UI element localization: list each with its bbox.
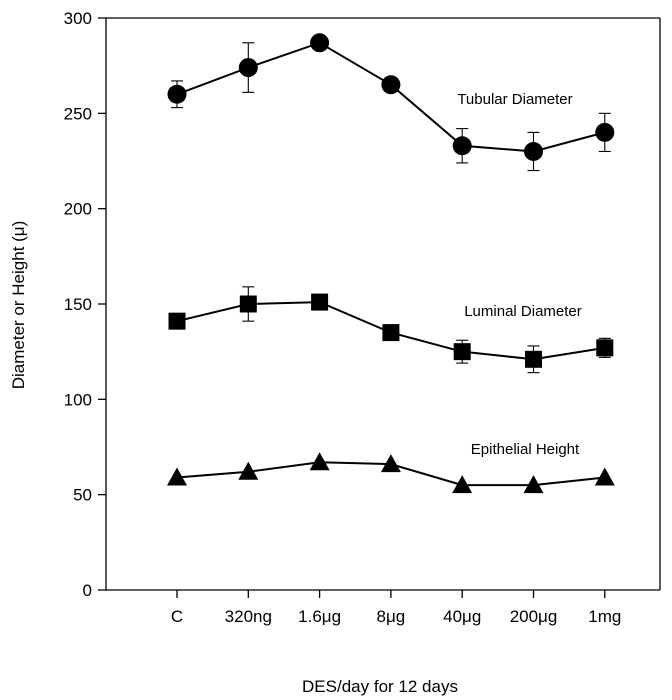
x-axis-title: DES/day for 12 days [302, 677, 458, 696]
y-axis-title: Diameter or Height (μ) [9, 221, 28, 390]
axes: 0 50 100 150 200 250 300 C 320ng 1.6μg 8μg 40μg 200μ… [64, 9, 661, 626]
x-tick-label: 200μg [510, 607, 558, 626]
x-tick-label: C [171, 607, 183, 626]
data-point-circle [595, 122, 615, 142]
series-label: Epithelial Height [471, 441, 580, 458]
data-point-triangle [238, 461, 259, 480]
data-point-circle [452, 136, 472, 156]
y-tick-label: 250 [64, 104, 92, 123]
data-point-circle [310, 33, 330, 53]
y-tick-label: 300 [64, 9, 92, 28]
series-epithelial-height [167, 452, 615, 494]
data-point-triangle [309, 452, 330, 471]
y-tick-label: 100 [64, 390, 92, 409]
x-tick-label: 8μg [377, 607, 406, 626]
series-label: Tubular Diameter [457, 91, 572, 108]
y-tick-label: 50 [73, 486, 92, 505]
y-tick-label: 0 [83, 581, 92, 600]
x-tick-label: 40μg [443, 607, 481, 626]
data-point-square [596, 339, 614, 357]
data-point-circle [381, 75, 401, 95]
data-point-square [382, 324, 400, 342]
data-point-square [453, 343, 471, 361]
series-luminal-diameter [168, 286, 614, 374]
data-point-circle [167, 84, 187, 104]
data-point-triangle [594, 467, 615, 486]
x-tick-label: 320ng [225, 607, 272, 626]
data-point-triangle [380, 454, 401, 473]
series-label: Luminal Diameter [464, 303, 582, 320]
series-tubular-diameter [167, 33, 615, 172]
data-point-triangle [523, 475, 544, 494]
labels-layer: Tubular Diameter Luminal Diameter Epitheli… [457, 91, 581, 458]
x-tick-label: 1.6μg [298, 607, 341, 626]
data-point-square [239, 295, 257, 313]
data-point-triangle [167, 467, 187, 486]
data-point-circle [524, 141, 543, 161]
series-layer [167, 33, 615, 494]
y-tick-label: 200 [64, 200, 92, 219]
data-point-triangle [452, 475, 473, 494]
data-point-square [311, 293, 329, 311]
x-tick-label: 1mg [588, 607, 621, 626]
data-point-square [525, 350, 542, 368]
data-point-circle [238, 58, 258, 78]
y-tick-label: 150 [64, 295, 92, 314]
data-point-square [168, 312, 186, 330]
